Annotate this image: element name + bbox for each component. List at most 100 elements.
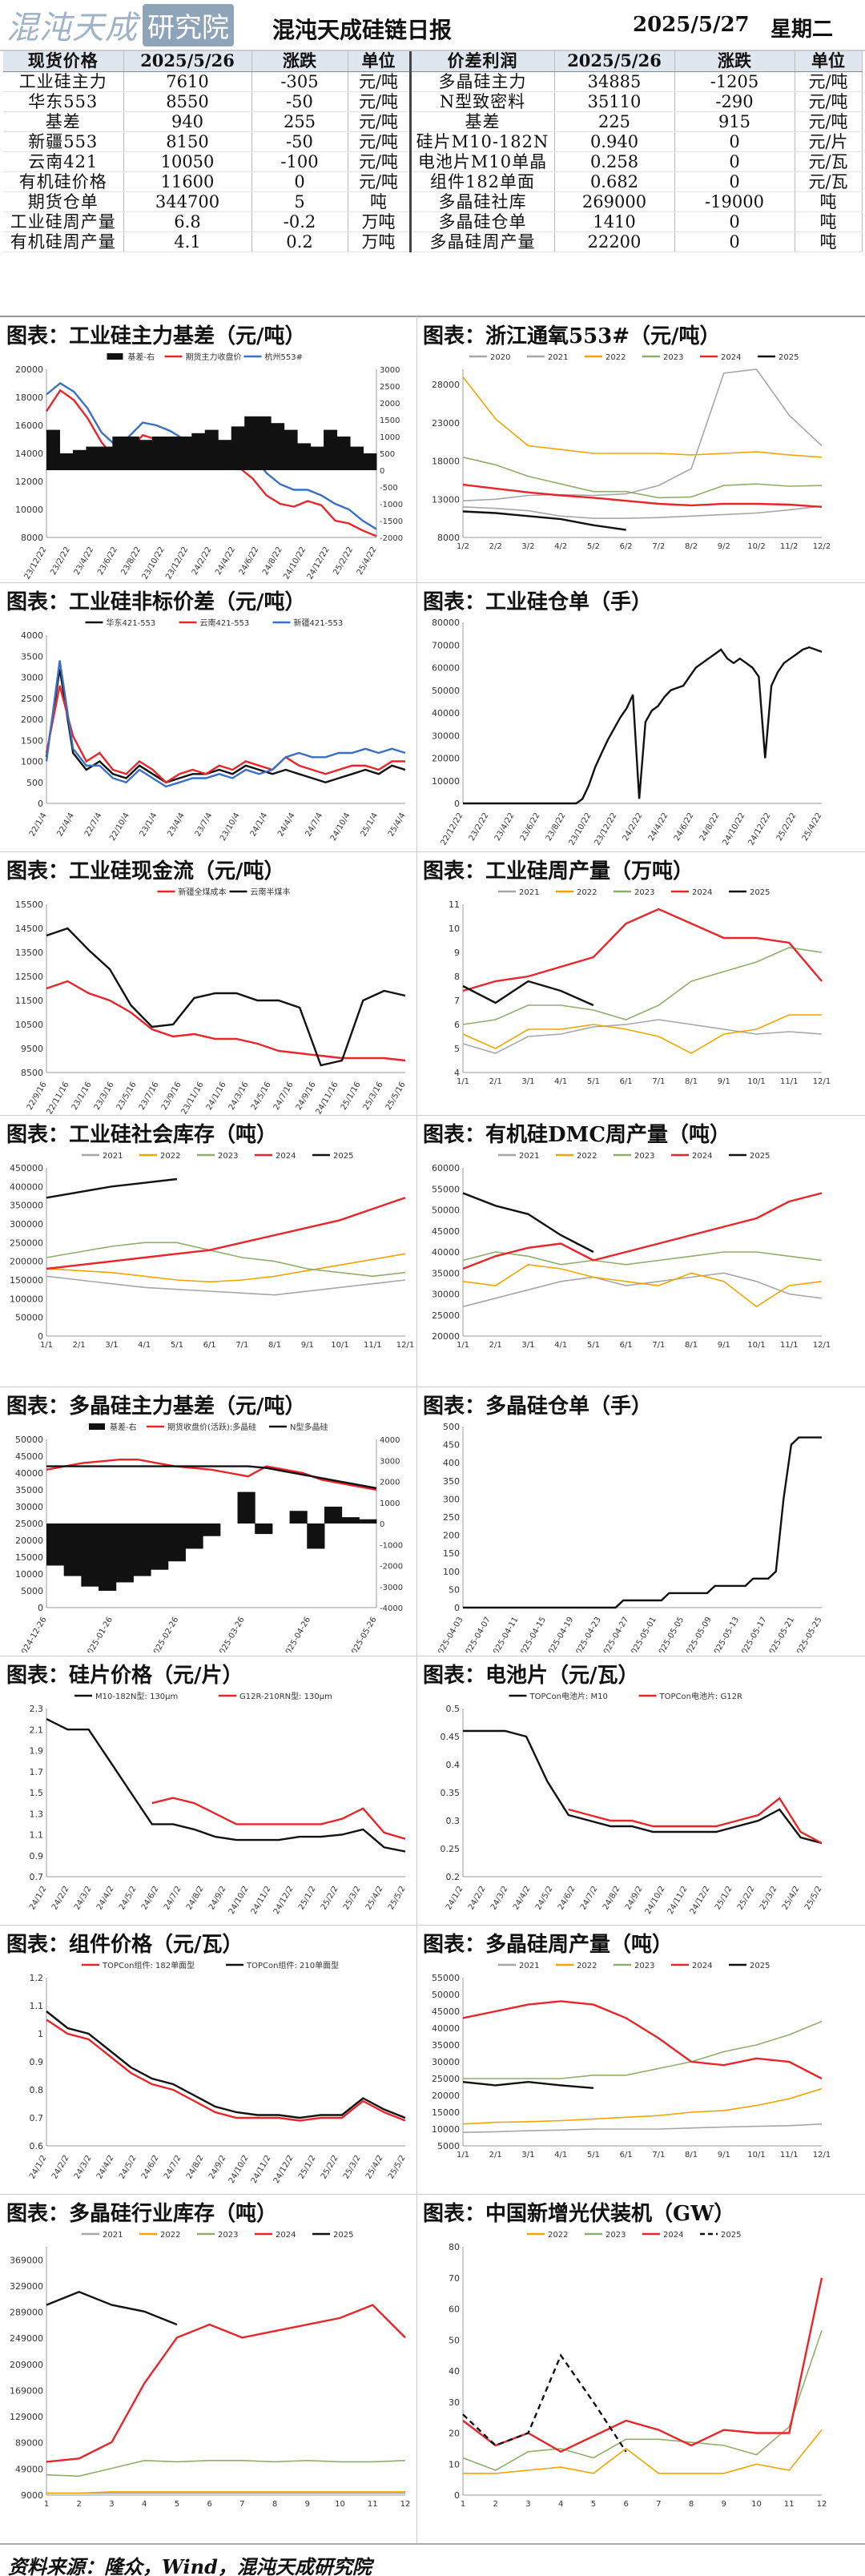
legend-label: 2022 <box>606 353 626 362</box>
table-cell: 4.1 <box>123 231 252 252</box>
y-tick-label: 0.9 <box>30 1851 44 1862</box>
x-tick-label: 24/1/2 <box>445 1885 465 1911</box>
x-tick-label: 23/1/16 <box>70 1081 94 1112</box>
y-tick-label: 0.7 <box>30 2113 44 2123</box>
x-tick-label: 24/8/22 <box>698 811 722 843</box>
x-tick-label: 23/2/22 <box>49 545 72 577</box>
row-divider <box>0 582 865 583</box>
x-tick-label: 2025-04-07 <box>461 1616 493 1652</box>
x-tick-label: 24/7/2 <box>163 2154 183 2180</box>
y-tick-label: 15000 <box>15 1552 43 1563</box>
column-divider <box>416 1115 417 1387</box>
x-tick-label: 22/4/4 <box>55 811 76 838</box>
row-divider <box>0 851 865 852</box>
series-line <box>462 1192 594 1254</box>
y-tick-label: 400 <box>443 1458 460 1468</box>
basis-bar <box>297 443 312 470</box>
chart-title-c7: 图表：工业硅社会库存（吨） <box>6 1123 278 1147</box>
y-tick-label: 45000 <box>432 2006 460 2017</box>
y-tick-label: 45000 <box>15 1451 43 1462</box>
y-tick-label: 350 <box>443 1476 460 1487</box>
chart-panel-c15: 2021 2022 2023 2024 2025 9000 49000 89000 129000… <box>0 2226 416 2540</box>
table-row: 期货仓单 344700 5 吨多晶硅社库 269000 -19000 吨 <box>3 191 863 212</box>
y-tick-label: 2.3 <box>30 1704 44 1714</box>
legend-label: 2024 <box>692 1152 712 1161</box>
y-tick-label: 300 <box>443 1494 460 1504</box>
series-line <box>151 1797 406 1840</box>
table-cell: 元/吨 <box>348 91 412 112</box>
x-tick-label: 10/2 <box>747 542 765 551</box>
y-tick-label: 1000 <box>21 757 43 767</box>
table-cell: 吨 <box>795 211 863 232</box>
y-tick-label: 1.3 <box>30 1809 44 1819</box>
x-tick-label: 3/2 <box>521 542 534 551</box>
series-line <box>462 2080 593 2089</box>
y-tick-label: 3500 <box>21 651 43 662</box>
series-line <box>46 2491 405 2494</box>
x-tick-label: 24/6/2 <box>140 2154 161 2180</box>
x-tick-label: 1/1 <box>457 2151 469 2159</box>
table-cell: -1205 <box>674 71 795 92</box>
legend-label: 2023 <box>663 353 683 362</box>
x-tick-label: 2025-05-26 <box>348 1616 379 1652</box>
chart-panel-c16: 2022 2023 2024 2025 0 10 20 30 40 50 60 70 80 1 2 3 4 5 6 7… <box>416 2226 833 2540</box>
table-cell: 云南421 <box>3 151 124 172</box>
x-tick-label: 24/9/16 <box>295 1081 318 1112</box>
table-cell: 0 <box>674 171 795 192</box>
y-tick-label: 20000 <box>432 754 460 764</box>
table-cell: -19000 <box>674 191 795 212</box>
y-tick-label: 40000 <box>432 1247 460 1258</box>
x-tick-label: 24/11/2 <box>250 2154 273 2185</box>
x-tick-label: 2/2 <box>489 542 502 551</box>
table-cell: 元/吨 <box>348 111 412 132</box>
table-header-cell: 涨跌 <box>674 51 795 72</box>
x-tick-label: 24/1/2 <box>28 2154 49 2180</box>
y-tick-label: 0.35 <box>441 1788 461 1798</box>
y2-tick-label: 2000 <box>380 1479 400 1487</box>
series-line <box>463 1436 822 1609</box>
legend-label: 云南421-553 <box>200 618 250 628</box>
chart-c9: 基差-右 期货收盘价(活跃):多晶硅 N型多晶硅050001000015000200… <box>15 1422 403 1652</box>
x-tick-label: 4/1 <box>554 1077 567 1086</box>
y-tick-label: 55000 <box>432 1973 460 1983</box>
basis-bar <box>363 453 377 470</box>
series-line <box>462 1192 823 1270</box>
table-cell: -305 <box>251 71 348 92</box>
basis-bar <box>341 1517 360 1523</box>
x-tick-label: 12/1 <box>813 1341 831 1350</box>
chart-c13: TOPCon组件: 182单面型 TOPCon组件: 210单面型 0.6 0.7 0.… <box>28 1960 408 2185</box>
table-cell: 0 <box>674 231 795 252</box>
chart-c11: M10-182N型: 130μm G12R-210RN型: 130μm 0.7 0.9… <box>28 1691 408 1916</box>
table-cell: 工业硅主力 <box>3 71 124 92</box>
x-tick-label: 4/1 <box>554 1341 567 1350</box>
table-header-cell: 涨跌 <box>251 51 348 72</box>
y-tick-label: 1.7 <box>30 1767 44 1777</box>
y-tick-label: 30000 <box>432 1290 460 1300</box>
chart-c3: 华东421-553 云南421-553 新疆421-553 0 500 1000 1500 2… <box>21 618 408 843</box>
y-tick-label: 40000 <box>15 1468 43 1479</box>
legend-label: 2025 <box>750 1152 770 1161</box>
table-header-cell: 单位 <box>348 51 412 72</box>
x-tick-label: 24/4/22 <box>214 545 237 577</box>
x-tick-label: 24/9/2 <box>624 1885 645 1911</box>
chart-panel-c4: 0 10000 20000 30000 40000 50000 60000 70000 8000… <box>416 614 833 848</box>
chart-c12: TOPCon电池片: M10 TOPCon电池片: G12R 0.2 0.25 0.3 0… <box>441 1691 824 1916</box>
x-tick-label: 2025-05-09 <box>682 1616 714 1652</box>
x-tick-label: 24/11/16 <box>315 1081 340 1116</box>
table-cell: 有机硅周产量 <box>3 231 124 252</box>
x-tick-label: 6/1 <box>620 1341 633 1350</box>
table-cell: 元/吨 <box>795 111 863 132</box>
table-cell: 34885 <box>554 71 675 92</box>
x-tick-label: 4/1 <box>554 2151 567 2159</box>
y-tick-label: 2.1 <box>30 1725 44 1735</box>
chart-c4: 0 10000 20000 30000 40000 50000 60000 70000 8000… <box>432 618 824 847</box>
report-date: 2025/5/27 <box>633 13 750 37</box>
x-tick-label: 4/2 <box>554 542 567 551</box>
series-line <box>462 947 823 1025</box>
table-header-cell: 现货价格 <box>3 51 124 72</box>
x-tick-label: 12/2 <box>813 542 831 551</box>
table-cell: 8150 <box>123 131 252 152</box>
table-cell: 元/瓦 <box>795 171 863 192</box>
x-tick-label: 2025-04-11 <box>489 1616 521 1652</box>
x-tick-label: 8 <box>689 2500 694 2509</box>
